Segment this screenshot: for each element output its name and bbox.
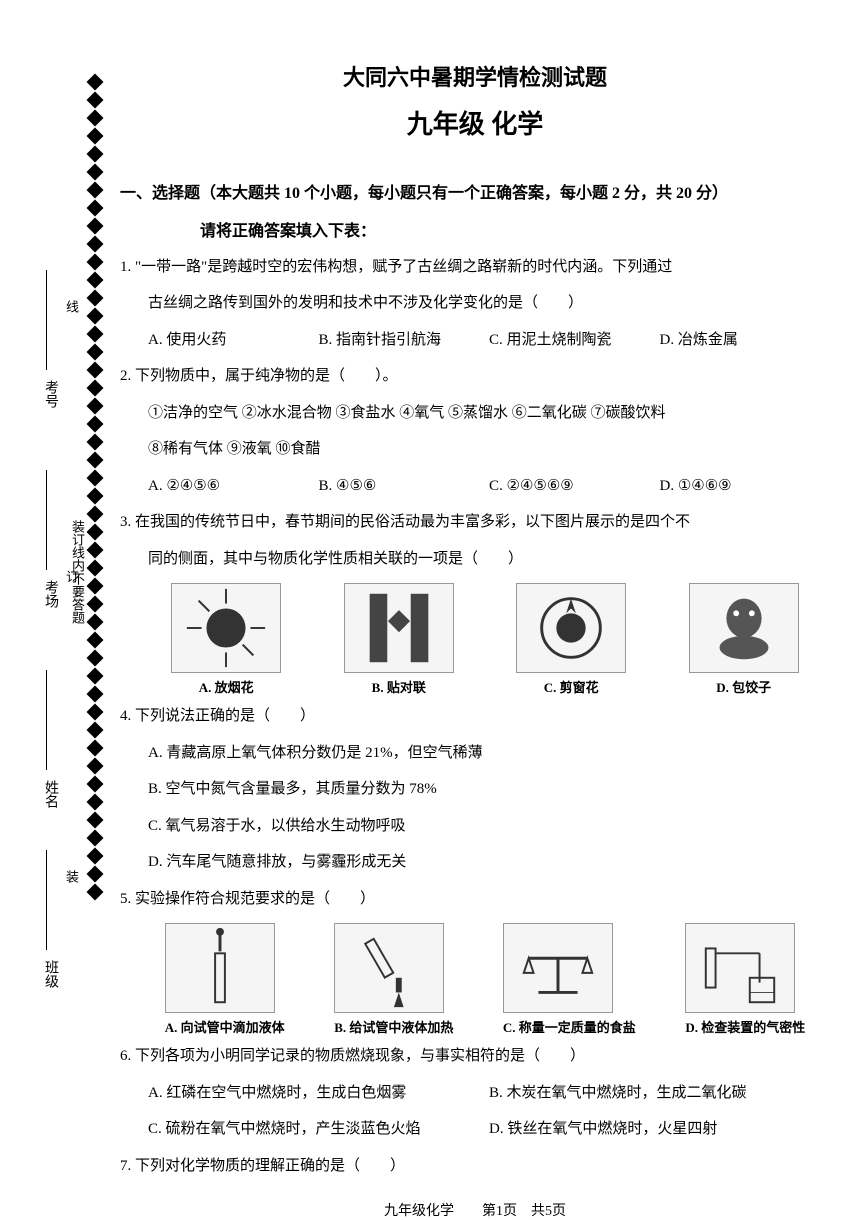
q1-line1: 1. "一带一路"是跨越时空的宏伟构想，赋予了古丝绸之路崭新的时代内涵。下列通过 bbox=[120, 253, 830, 282]
q6-optD: D. 铁丝在氧气中燃烧时，火星四射 bbox=[489, 1115, 830, 1144]
side-label-banji: 班级 bbox=[40, 960, 60, 988]
q2-line3: ⑧稀有气体 ⑨液氧 ⑩食醋 bbox=[148, 435, 830, 464]
side-label-kaochang: 考场 bbox=[40, 580, 60, 608]
q1-optC: C. 用泥土烧制陶瓷 bbox=[489, 326, 660, 355]
q5-line1: 5. 实验操作符合规范要求的是（ ） bbox=[120, 885, 830, 914]
q2-optB: B. ④⑤⑥ bbox=[319, 472, 490, 501]
binding-note: 装订线内不要答题 bbox=[68, 520, 87, 624]
q1-optB: B. 指南针指引航海 bbox=[319, 326, 490, 355]
q3-imgC-item: C. 剪窗花 bbox=[516, 583, 626, 696]
q2-optD: D. ①④⑥⑨ bbox=[660, 472, 831, 501]
balance-icon bbox=[503, 923, 613, 1013]
q5-imgD-label: D. 检查装置的气密性 bbox=[685, 1017, 805, 1036]
q5-imgA-item: A. 向试管中滴加液体 bbox=[165, 923, 285, 1036]
q6-optB: B. 木炭在氧气中燃烧时，生成二氧化碳 bbox=[489, 1079, 830, 1108]
q4-line1: 4. 下列说法正确的是（ ） bbox=[120, 702, 830, 731]
q6-line1: 6. 下列各项为小明同学记录的物质燃烧现象，与事实相符的是（ ） bbox=[120, 1042, 830, 1071]
q2-options: A. ②④⑤⑥ B. ④⑤⑥ C. ②④⑤⑥⑨ D. ①④⑥⑨ bbox=[148, 472, 830, 501]
q1-options: A. 使用火药 B. 指南针指引航海 C. 用泥土烧制陶瓷 D. 冶炼金属 bbox=[148, 326, 830, 355]
q6-optA: A. 红磷在空气中燃烧时，生成白色烟雾 bbox=[148, 1079, 489, 1108]
q4-optA: A. 青藏高原上氧气体积分数仍是 21%，但空气稀薄 bbox=[148, 739, 830, 768]
q3-line1: 3. 在我国的传统节日中，春节期间的民俗活动最为丰富多彩，以下图片展示的是四个不 bbox=[120, 508, 830, 537]
q5-imgD-item: D. 检查装置的气密性 bbox=[685, 923, 805, 1036]
q5-imgC-item: C. 称量一定质量的食盐 bbox=[503, 923, 636, 1036]
side-label-kaohao: 考号 bbox=[40, 380, 60, 408]
q4-optD: D. 汽车尾气随意排放，与雾霾形成无关 bbox=[148, 848, 830, 877]
q6-row1: A. 红磷在空气中燃烧时，生成白色烟雾 B. 木炭在氧气中燃烧时，生成二氧化碳 bbox=[148, 1079, 830, 1108]
title-main: 大同六中暑期学情检测试题 bbox=[120, 60, 830, 92]
q3-imgD-label: D. 包饺子 bbox=[689, 677, 799, 696]
q3-imgC-label: C. 剪窗花 bbox=[516, 677, 626, 696]
q2-line2: ①洁净的空气 ②冰水混合物 ③食盐水 ④氧气 ⑤蒸馏水 ⑥二氧化碳 ⑦碳酸饮料 bbox=[148, 399, 830, 428]
q3-imgB-item: B. 贴对联 bbox=[344, 583, 454, 696]
q3-imgA-item: A. 放烟花 bbox=[171, 583, 281, 696]
q2-optC: C. ②④⑤⑥⑨ bbox=[489, 472, 660, 501]
couplet-icon bbox=[344, 583, 454, 673]
q5-imgC-label: C. 称量一定质量的食盐 bbox=[503, 1017, 636, 1036]
section1-header: 一、选择题（本大题共 10 个小题，每小题只有一个正确答案，每小题 2 分，共 … bbox=[120, 181, 830, 207]
q3-imgD-item: D. 包饺子 bbox=[689, 583, 799, 696]
q1-line2: 古丝绸之路传到国外的发明和技术中不涉及化学变化的是（ ） bbox=[148, 289, 830, 318]
side-zhuang: 装 bbox=[62, 870, 81, 883]
q3-line2: 同的侧面，其中与物质化学性质相关联的一项是（ ） bbox=[148, 545, 830, 574]
q3-imgA-label: A. 放烟花 bbox=[171, 677, 281, 696]
q5-imgA-label: A. 向试管中滴加液体 bbox=[165, 1017, 285, 1036]
q4-optB: B. 空气中氮气含量最多，其质量分数为 78% bbox=[148, 775, 830, 804]
q2-line1: 2. 下列物质中，属于纯净物的是（ ）。 bbox=[120, 362, 830, 391]
q5-images: A. 向试管中滴加液体 B. 给试管中液体加热 C. 称量一定质量的食盐 D. … bbox=[140, 923, 830, 1036]
page-footer: 九年级化学 第1页 共5页 bbox=[120, 1200, 830, 1220]
side-xian: 线 bbox=[62, 300, 81, 313]
page-content: 大同六中暑期学情检测试题 九年级 化学 一、选择题（本大题共 10 个小题，每小… bbox=[120, 60, 830, 1220]
q3-images: A. 放烟花 B. 贴对联 C. 剪窗花 D. 包饺子 bbox=[140, 583, 830, 696]
q5-imgB-item: B. 给试管中液体加热 bbox=[334, 923, 453, 1036]
fireworks-icon bbox=[171, 583, 281, 673]
side-label-xingming: 姓名 bbox=[40, 780, 60, 808]
title-sub: 九年级 化学 bbox=[120, 104, 830, 141]
heating-icon bbox=[334, 923, 444, 1013]
airtight-icon bbox=[685, 923, 795, 1013]
q6-row2: C. 硫粉在氧气中燃烧时，产生淡蓝色火焰 D. 铁丝在氧气中燃烧时，火星四射 bbox=[148, 1115, 830, 1144]
q4-optC: C. 氧气易溶于水，以供给水生动物呼吸 bbox=[148, 812, 830, 841]
dumpling-icon bbox=[689, 583, 799, 673]
q6-optC: C. 硫粉在氧气中燃烧时，产生淡蓝色火焰 bbox=[148, 1115, 489, 1144]
q2-optA: A. ②④⑤⑥ bbox=[148, 472, 319, 501]
dropper-icon bbox=[165, 923, 275, 1013]
q3-imgB-label: B. 贴对联 bbox=[344, 677, 454, 696]
q1-optD: D. 冶炼金属 bbox=[660, 326, 831, 355]
q5-imgB-label: B. 给试管中液体加热 bbox=[334, 1017, 453, 1036]
q1-optA: A. 使用火药 bbox=[148, 326, 319, 355]
section1-sub: 请将正确答案填入下表： bbox=[200, 217, 830, 241]
papercut-icon bbox=[516, 583, 626, 673]
binding-diamond-strip: for (let i = 0; i < 46; i++) { document.… bbox=[85, 70, 105, 1170]
q7-line1: 7. 下列对化学物质的理解正确的是（ ） bbox=[120, 1152, 830, 1181]
